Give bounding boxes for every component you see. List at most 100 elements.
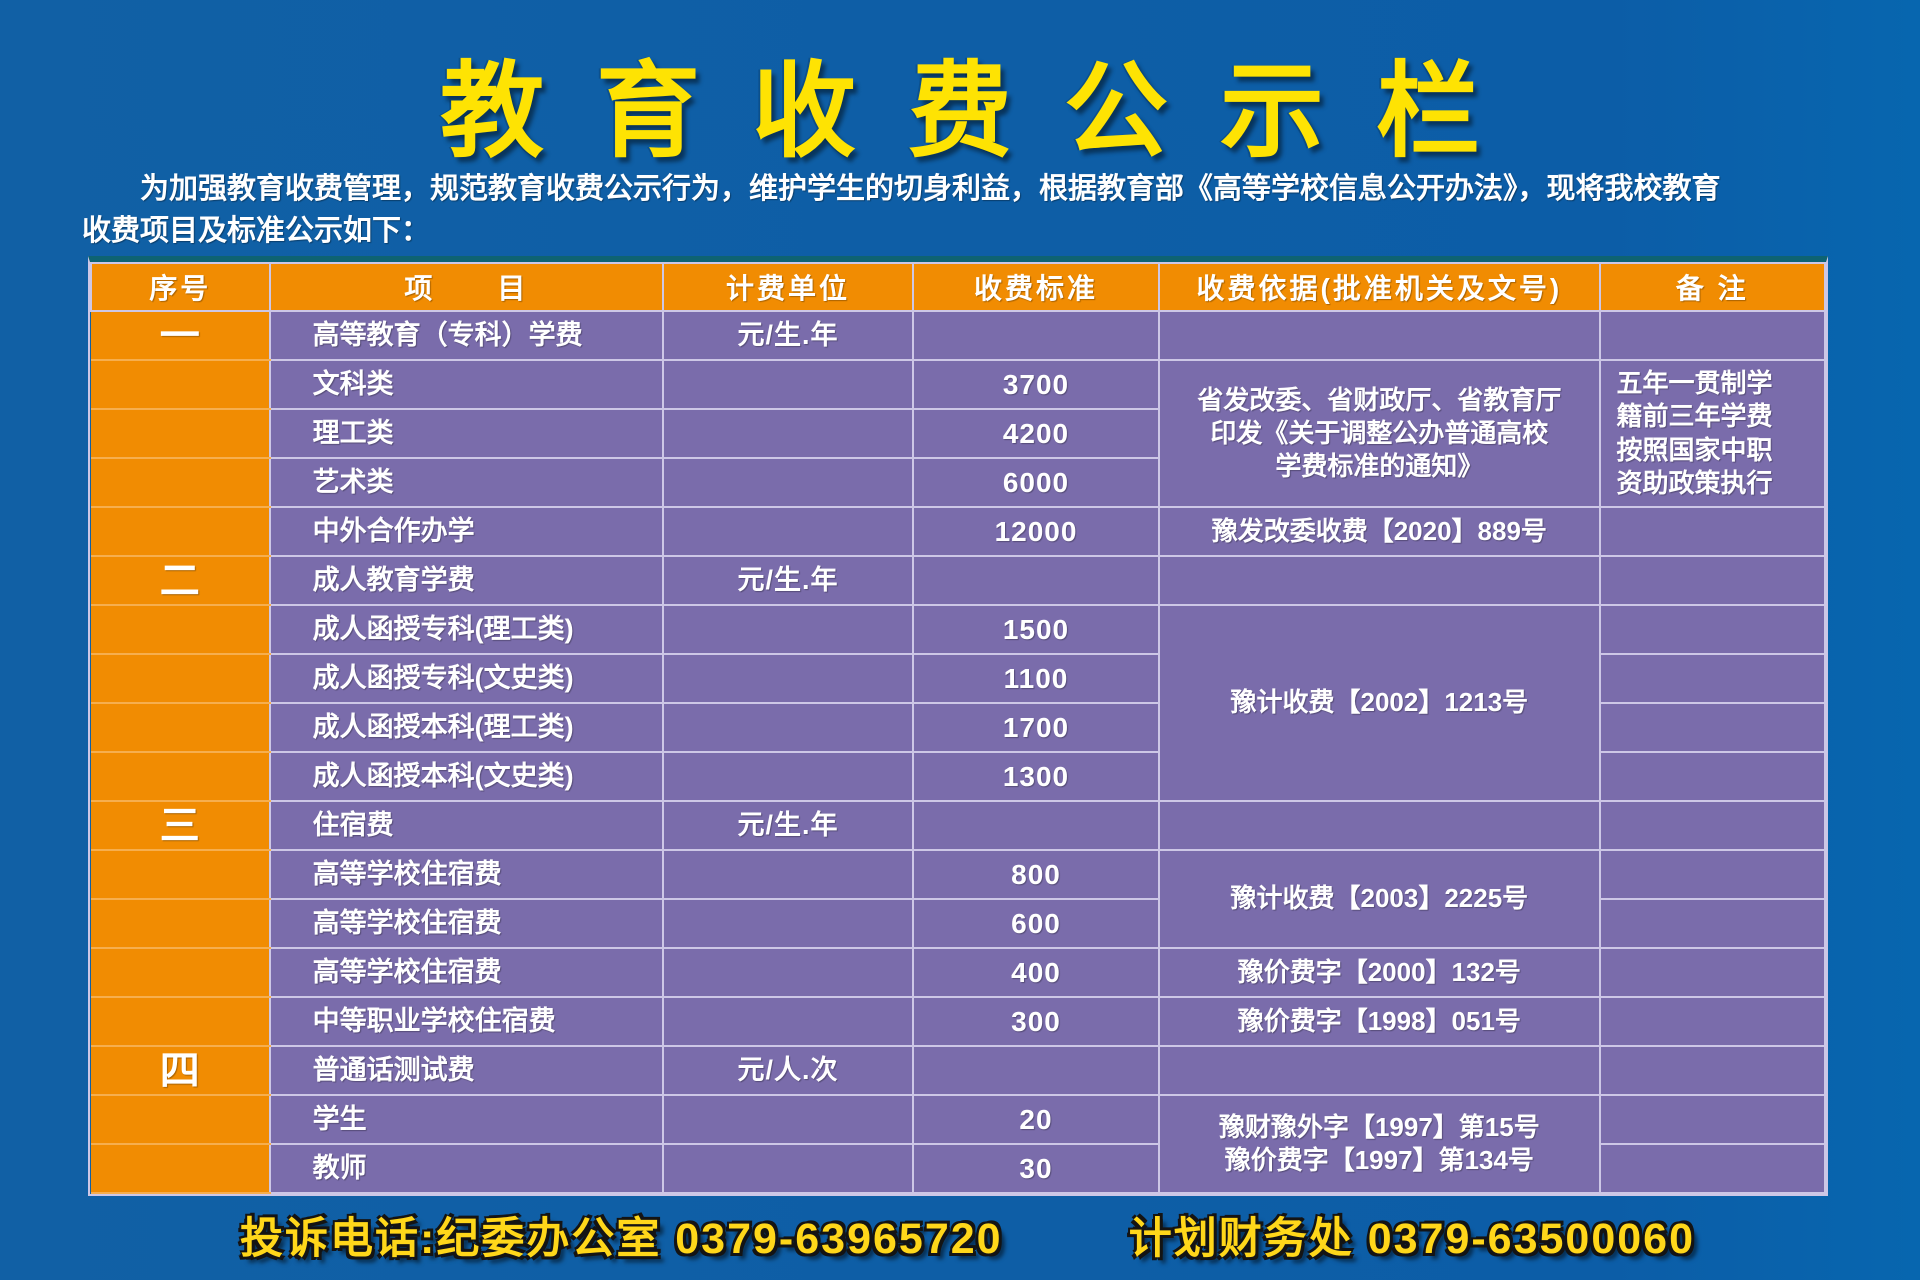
item-cell: 成人函授本科(文史类)	[268, 751, 665, 802]
index-cell: 二	[91, 555, 271, 606]
fee-cell: 1700	[911, 702, 1161, 753]
remark-cell	[1598, 751, 1827, 802]
item-cell: 成人函授专科(理工类)	[268, 604, 665, 655]
column-header-fee: 收费标准	[911, 262, 1161, 312]
table-row: 理工类 4200	[91, 408, 1825, 459]
basis-cell	[1158, 1045, 1601, 1096]
remark-cell	[1598, 506, 1827, 557]
fee-cell: 800	[911, 849, 1161, 900]
remark-cell	[1598, 996, 1827, 1047]
item-cell: 住宿费	[268, 800, 665, 851]
table-row: 成人函授本科(理工类) 1700	[91, 702, 1827, 753]
column-header-remark: 备 注	[1598, 262, 1827, 312]
table-row: 高等学校住宿费 800 豫计收费【2003】2225号	[91, 849, 1827, 949]
remark-cell: 五年一贯制学 籍前三年学费 按照国家中职 资助政策执行	[1598, 359, 1827, 508]
table-row: 四普通话测试费 元/人.次	[91, 1045, 1827, 1096]
column-header-item: 项 目	[268, 262, 665, 312]
column-header-index: 序号	[90, 262, 271, 312]
unit-cell	[662, 751, 914, 802]
index-cell	[91, 359, 271, 410]
unit-cell	[662, 653, 914, 704]
basis-cell	[1158, 310, 1601, 361]
basis-cell	[1158, 800, 1601, 851]
item-cell: 中等职业学校住宿费	[268, 996, 665, 1047]
item-cell: 中外合作办学	[268, 506, 665, 557]
table-row: 中等职业学校住宿费 300 豫价费字【1998】051号	[91, 996, 1827, 1047]
unit-cell: 元/生.年	[662, 555, 914, 606]
remark-cell	[1598, 555, 1827, 606]
index-cell	[91, 1143, 271, 1194]
column-header-basis: 收费依据(批准机关及文号)	[1158, 262, 1601, 312]
column-header-unit: 计费单位	[662, 262, 914, 312]
intro-paragraph: 为加强教育收费管理，规范教育收费公示行为，维护学生的切身利益，根据教育部《高等学…	[82, 173, 1721, 247]
index-cell	[91, 849, 271, 900]
unit-cell	[662, 996, 914, 1047]
unit-cell: 元/人.次	[662, 1045, 914, 1096]
item-cell: 高等教育（专科）学费	[268, 310, 665, 361]
remark-cell	[1598, 1094, 1827, 1145]
remark-cell	[1598, 849, 1827, 900]
item-cell: 学生	[268, 1094, 665, 1145]
finance-phone: 计划财务处 0379-63500060	[1128, 1215, 1695, 1263]
basis-cell: 豫价费字【2000】132号	[1158, 947, 1601, 998]
fee-cell: 12000	[911, 506, 1161, 557]
index-cell	[91, 702, 271, 753]
fee-cell	[911, 1045, 1161, 1096]
fee-cell: 600	[911, 898, 1161, 949]
index-cell	[91, 408, 271, 459]
basis-cell: 豫价费字【1998】051号	[1158, 996, 1601, 1047]
page-title: 教育收费公示栏	[439, 54, 1532, 170]
item-cell: 艺术类	[268, 457, 665, 508]
index-cell: 三	[91, 800, 271, 851]
table-row: 教师 30	[91, 1143, 1827, 1194]
fee-cell: 1500	[911, 604, 1161, 655]
unit-cell	[662, 457, 914, 508]
basis-cell: 省发改委、省财政厅、省教育厅 印发《关于调整公办普通高校 学费标准的通知》	[1158, 359, 1601, 508]
fee-cell	[911, 800, 1161, 851]
remark-cell	[1598, 604, 1827, 655]
index-cell	[91, 947, 271, 998]
table-row: 艺术类 6000	[91, 457, 1825, 508]
table-row: 一高等教育（专科）学费 元/生.年	[91, 310, 1827, 361]
table-row: 成人函授专科(理工类) 1500 豫计收费【2002】1213号	[91, 604, 1827, 802]
item-cell: 理工类	[268, 408, 665, 459]
fee-cell: 4200	[911, 408, 1161, 459]
remark-cell	[1598, 310, 1827, 361]
index-cell	[91, 457, 271, 508]
item-cell: 文科类	[268, 359, 665, 410]
unit-cell	[662, 702, 914, 753]
fee-cell: 20	[911, 1094, 1161, 1145]
unit-cell	[662, 1094, 914, 1145]
basis-cell: 豫发改委收费【2020】889号	[1158, 506, 1601, 557]
basis-cell: 豫财豫外字【1997】第15号 豫价费字【1997】第134号	[1158, 1094, 1601, 1194]
unit-cell	[662, 898, 914, 949]
fee-cell: 300	[911, 996, 1161, 1047]
complaint-phone: 投诉电话:纪委办公室 0379-63965720	[240, 1215, 1003, 1263]
index-cell	[91, 898, 271, 949]
item-cell: 成人教育学费	[268, 555, 665, 606]
unit-cell	[662, 408, 914, 459]
fee-cell: 6000	[911, 457, 1161, 508]
fee-table: 序号项 目计费单位 收费标准 收费依据(批准机关及文号) 备 注 一高等教育（专科）学…	[90, 262, 1827, 1194]
item-cell: 高等学校住宿费	[268, 898, 665, 949]
remark-cell	[1598, 1143, 1827, 1194]
index-cell	[91, 1094, 271, 1145]
unit-cell	[662, 1143, 914, 1194]
table-row: 成人函授专科(文史类) 1100	[91, 653, 1827, 704]
index-cell	[91, 751, 271, 802]
fee-cell	[911, 310, 1161, 361]
remark-cell	[1598, 653, 1827, 704]
remark-cell	[1598, 898, 1827, 949]
fee-cell: 400	[911, 947, 1161, 998]
fee-cell: 1100	[911, 653, 1161, 704]
basis-cell: 豫计收费【2002】1213号	[1158, 604, 1601, 802]
basis-cell: 豫计收费【2003】2225号	[1158, 849, 1601, 949]
header-row: 序号项 目计费单位 收费标准 收费依据(批准机关及文号) 备 注	[90, 262, 1827, 312]
unit-cell	[662, 947, 914, 998]
fee-cell	[911, 555, 1161, 606]
fee-table-container: 序号项 目计费单位 收费标准 收费依据(批准机关及文号) 备 注 一高等教育（专科）学…	[88, 256, 1828, 1196]
index-cell: 四	[91, 1045, 271, 1096]
basis-cell	[1158, 555, 1601, 606]
fee-table-body: 一高等教育（专科）学费 元/生.年 文科类 3700 省发改委、省财政厅、省教育厅 印发…	[91, 310, 1827, 1194]
table-row: 中外合作办学 12000 豫发改委收费【2020】889号	[91, 506, 1827, 557]
